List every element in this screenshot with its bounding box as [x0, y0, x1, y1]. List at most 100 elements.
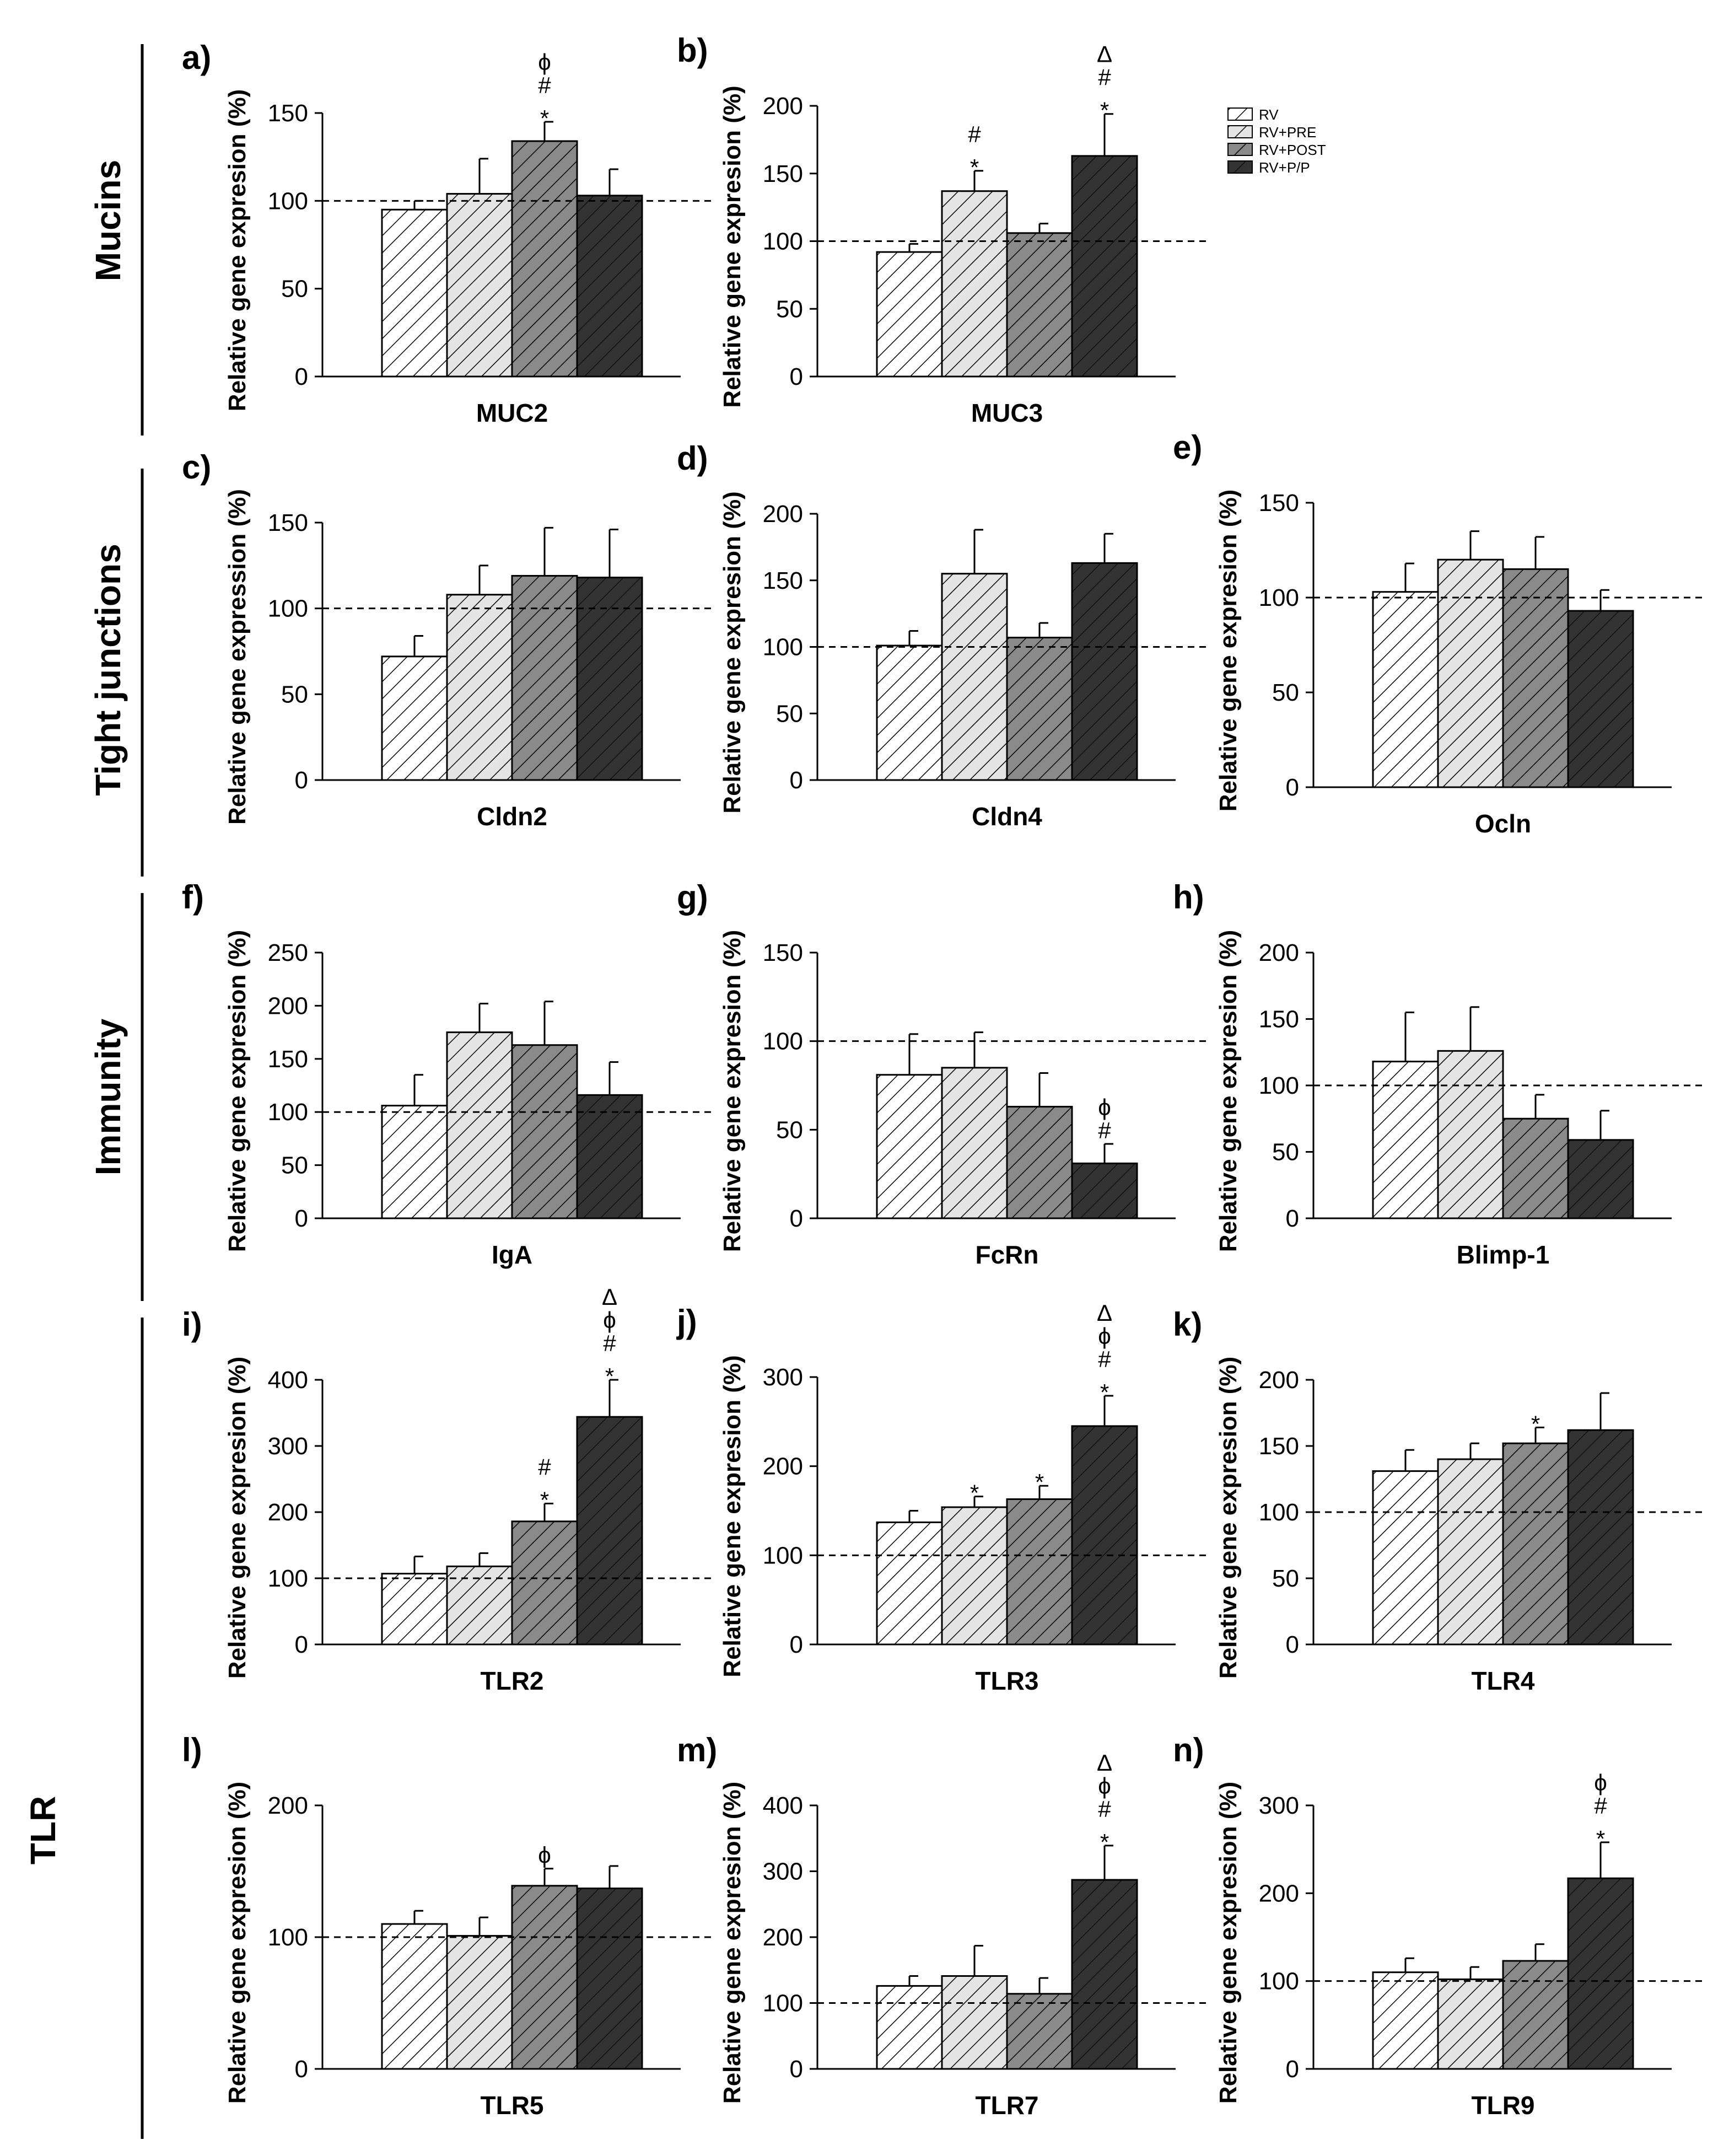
panel-letter: f) — [182, 879, 204, 916]
bar-rv — [381, 655, 448, 781]
significance-mark: * — [540, 105, 549, 131]
y-tick-label: 200 — [268, 1499, 308, 1526]
bar-rv-post — [1006, 1498, 1073, 1646]
panel-letter: h) — [1173, 879, 1204, 916]
significance-mark: * — [1100, 98, 1109, 123]
bar-rv-p-p — [576, 1888, 643, 2070]
y-tick-label: 300 — [763, 1364, 803, 1391]
panel-letter: k) — [1173, 1306, 1202, 1343]
bar-rv-pre — [941, 1975, 1008, 2070]
x-axis-label: IgA — [492, 1240, 532, 1269]
significance-mark: Δ — [1097, 41, 1112, 67]
y-axis-label: Relative gene expresion (%) — [224, 1782, 251, 2104]
legend-label-rv-post: RV+POST — [1259, 142, 1326, 158]
chart-tlr2: i) Relative gene expresion (%) 0 100 200 300 4… — [182, 1284, 714, 1695]
significance-mark: * — [970, 1480, 979, 1506]
significance-mark: # — [1098, 1796, 1111, 1822]
chart-cldn4: d) Relative gene expresion (%) 0 50 100 150 20… — [677, 440, 1209, 831]
y-tick-label: 0 — [790, 767, 803, 794]
bar-rv — [381, 1105, 448, 1219]
bar-rv-p-p — [576, 195, 643, 378]
chart-tlr4: k) Relative gene expresion (%) 0 50 100 150 20… — [1173, 1306, 1705, 1695]
x-axis-label: TLR7 — [976, 2091, 1039, 2120]
significance-mark: # — [1098, 64, 1111, 90]
legend-swatch-rv — [1227, 107, 1253, 121]
bar-rv-post — [1006, 1106, 1073, 1219]
chart-muc3: b) Relative gene expresion (%) 0 50 100 150 20… — [677, 32, 1209, 427]
panel-letter: a) — [182, 39, 211, 76]
y-tick-label: 100 — [1259, 584, 1299, 611]
bar-rv-post — [1502, 1960, 1569, 2070]
y-axis-label: Relative gene expresion (%) — [719, 491, 746, 813]
bar-rv — [876, 251, 943, 378]
y-tick-label: 50 — [1272, 1139, 1299, 1166]
significance-mark: # — [1098, 1346, 1111, 1372]
y-tick-label: 0 — [295, 767, 308, 794]
significance-mark: ϕ — [538, 1842, 551, 1868]
y-tick-label: 300 — [763, 1858, 803, 1885]
y-axis-label: Relative gene expresion (%) — [1215, 1782, 1242, 2104]
significance-mark: # — [538, 1454, 551, 1480]
significance-mark: * — [540, 1487, 549, 1513]
panel-letter: e) — [1173, 429, 1202, 466]
y-tick-label: 200 — [1259, 1367, 1299, 1394]
significance-mark: Δ — [1097, 1750, 1112, 1776]
x-axis-label: Ocln — [1475, 809, 1531, 838]
bar-rv-pre — [446, 1565, 513, 1646]
y-tick-label: 0 — [1286, 774, 1299, 801]
y-tick-label: 50 — [776, 1116, 803, 1143]
bar-rv-p-p — [1567, 610, 1634, 788]
bar-rv-pre — [446, 594, 513, 781]
significance-mark: # — [538, 72, 551, 98]
y-tick-label: 100 — [1259, 1499, 1299, 1526]
y-axis-label: Relative gene expresion (%) — [224, 89, 251, 411]
y-tick-label: 0 — [295, 2056, 308, 2083]
legend-swatch-rv-post — [1227, 143, 1253, 156]
chart-iga: f) Relative gene expresion (%) 0 50 100 150 20… — [182, 879, 714, 1269]
y-tick-label: 100 — [268, 595, 308, 622]
chart-blimp-1: h) Relative gene expresion (%) 0 50 100 150 20… — [1173, 879, 1705, 1269]
bar-rv-pre — [941, 1506, 1008, 1646]
bar-rv-p-p — [1567, 1429, 1634, 1646]
bar-rv-p-p — [1071, 1162, 1138, 1219]
significance-mark: * — [605, 1363, 614, 1389]
bar-rv-pre — [941, 190, 1008, 378]
bar-rv — [381, 1923, 448, 2070]
legend: RV RV+PRE RV+POST RV+P/P — [1227, 106, 1326, 176]
y-tick-label: 100 — [268, 1565, 308, 1592]
bar-rv-pre — [446, 1031, 513, 1219]
y-tick-label: 100 — [268, 1099, 308, 1126]
panel-letter: m) — [677, 1732, 717, 1768]
y-axis-label: Relative gene expresion (%) — [1215, 1357, 1242, 1679]
y-tick-label: 100 — [1259, 1968, 1299, 1995]
panel-letter: d) — [677, 440, 708, 477]
significance-mark: # — [1098, 1117, 1111, 1143]
y-tick-label: 200 — [763, 501, 803, 528]
section-label-tlr: TLR — [23, 1796, 63, 1864]
panel-letter: l) — [182, 1732, 202, 1768]
y-tick-label: 300 — [268, 1433, 308, 1460]
bar-rv-p-p — [1071, 1425, 1138, 1646]
significance-mark: Δ — [602, 1284, 617, 1310]
bar-rv-post — [1006, 637, 1073, 781]
bar-rv-p-p — [576, 1094, 643, 1219]
x-axis-label: TLR2 — [481, 1666, 544, 1695]
y-tick-label: 0 — [295, 363, 308, 390]
y-tick-label: 200 — [268, 992, 308, 1019]
bar-rv-p-p — [1071, 562, 1138, 781]
significance-mark: * — [1531, 1411, 1540, 1437]
y-tick-label: 0 — [1286, 1205, 1299, 1232]
chart-panels: a) Relative gene expresion (%) 0 50 100 150 * #… — [182, 32, 1705, 2120]
legend-swatch-rv-pre — [1227, 125, 1253, 138]
panel-letter: j) — [676, 1303, 697, 1340]
y-tick-label: 0 — [790, 363, 803, 390]
y-tick-label: 0 — [1286, 1631, 1299, 1658]
y-tick-label: 150 — [1259, 490, 1299, 517]
significance-mark: * — [1596, 1826, 1605, 1852]
bar-rv — [1372, 1470, 1439, 1646]
significance-mark: ϕ — [603, 1307, 616, 1333]
y-axis-label: Relative gene expresion (%) — [224, 1357, 251, 1679]
y-tick-label: 150 — [268, 1046, 308, 1073]
x-axis-label: Cldn2 — [477, 802, 547, 831]
